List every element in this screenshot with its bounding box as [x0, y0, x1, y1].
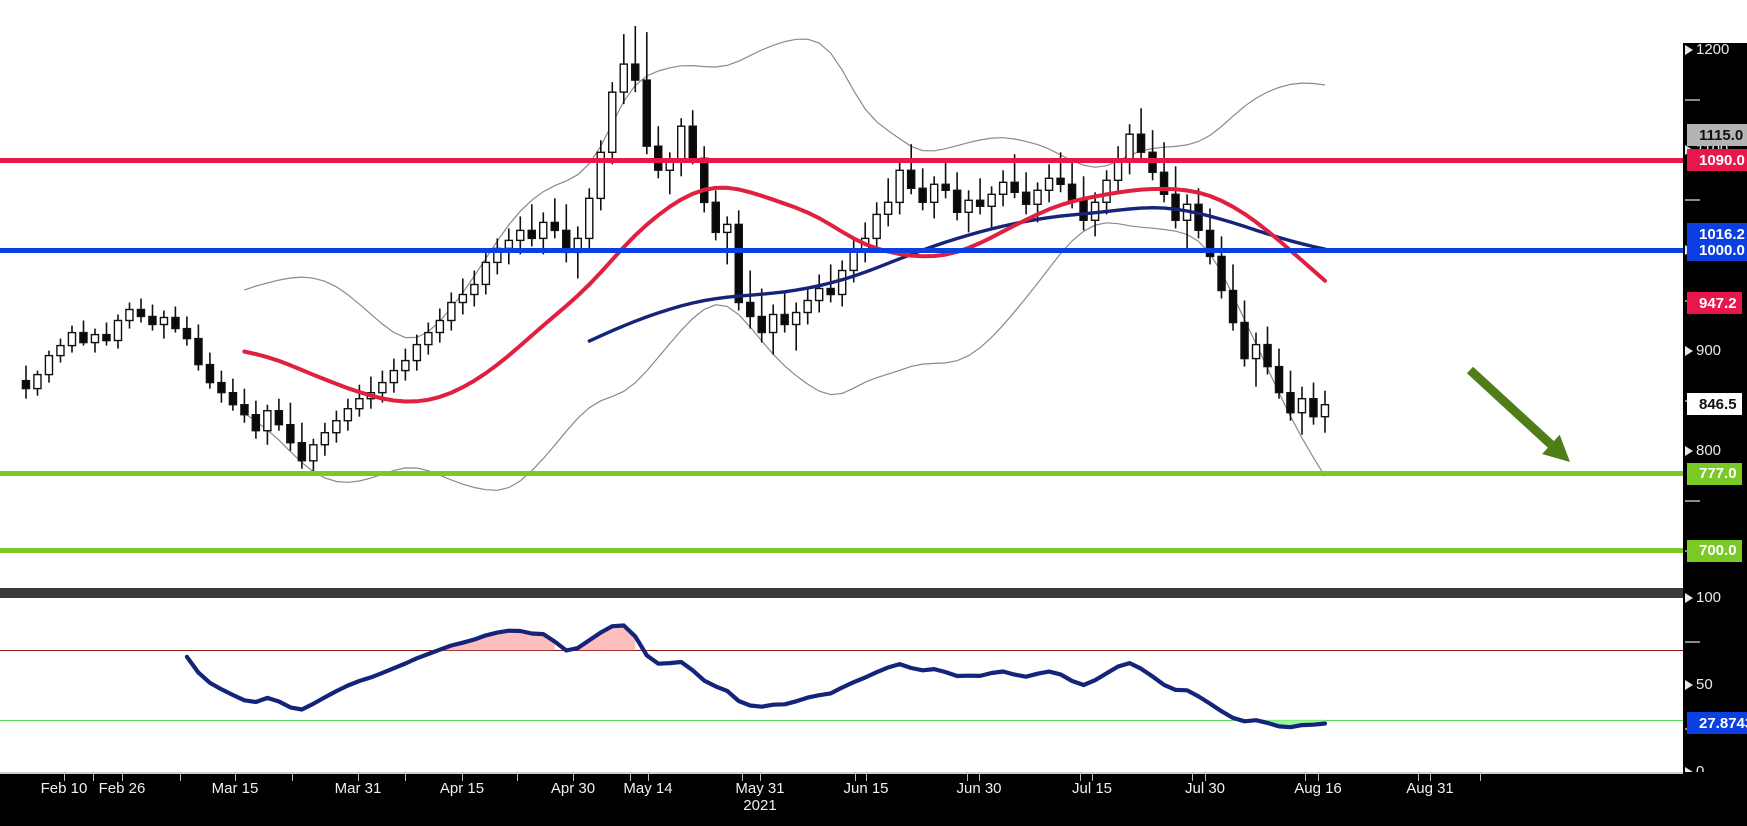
date-minor-tick	[180, 772, 181, 781]
date-tick	[1092, 772, 1093, 781]
date-tick	[1205, 772, 1206, 781]
tick-label: 800	[1696, 441, 1722, 459]
date-tick	[573, 772, 574, 781]
date-label-feb-26: Feb 26	[98, 780, 146, 797]
tick-arrow-icon	[1685, 445, 1693, 456]
date-label-mar-31: Mar 31	[334, 780, 382, 797]
date-tick	[1318, 772, 1319, 781]
date-minor-tick	[517, 772, 518, 781]
date-label-apr-15: Apr 15	[439, 780, 485, 797]
tick-arrow-icon	[1685, 640, 1700, 643]
date-axis-year: 2021	[743, 797, 777, 814]
date-tick	[235, 772, 236, 781]
date-label-may-14: May 14	[623, 780, 673, 797]
tick-arrow-icon	[1685, 680, 1693, 690]
date-label-aug-16: Aug 16	[1294, 780, 1342, 797]
rsi-oversold-line	[0, 719, 1683, 721]
bearish-arrow-annotation	[1466, 366, 1570, 462]
date-minor-tick	[1480, 772, 1481, 781]
price-flag-947[interactable]: 947.2	[1687, 292, 1742, 315]
target-line-777[interactable]	[0, 471, 1683, 477]
price-flag-846[interactable]: 846.5	[1687, 393, 1742, 416]
rsi-indicator-panel[interactable]	[0, 598, 1683, 772]
date-minor-tick	[967, 772, 968, 781]
date-minor-tick	[1192, 772, 1193, 781]
date-minor-tick	[1305, 772, 1306, 781]
date-tick	[648, 772, 649, 781]
date-axis[interactable]: Feb 10 Feb 26 Mar 15 Mar 31 Apr 15 Apr 30 May …	[0, 772, 1683, 826]
tick-arrow-icon	[1685, 199, 1700, 202]
date-label-may-31: May 31 2021	[735, 780, 785, 814]
date-tick	[979, 772, 980, 781]
date-minor-tick	[1418, 772, 1419, 781]
price-chart-panel[interactable]	[0, 0, 1683, 591]
rsi-value-flag[interactable]: 27.8743	[1687, 712, 1747, 735]
date-minor-tick	[855, 772, 856, 781]
panel-divider	[0, 588, 1683, 598]
date-label-feb-10: Feb 10	[40, 780, 88, 797]
tick-arrow-icon	[1685, 45, 1693, 56]
tick-label: 0	[1696, 763, 1704, 781]
date-label-jul-15: Jul 15	[1071, 780, 1113, 797]
date-label-jun-15: Jun 15	[843, 780, 889, 797]
date-tick	[462, 772, 463, 781]
candlestick-series	[21, 26, 1330, 475]
scale-bottom-padding	[1683, 772, 1747, 826]
date-tick	[760, 772, 761, 781]
tick-label: 1200	[1696, 41, 1730, 59]
date-tick	[122, 772, 123, 781]
date-label-jul-30: Jul 30	[1184, 780, 1226, 797]
date-minor-tick	[630, 772, 631, 781]
price-flag-1000[interactable]: 1000.0	[1687, 239, 1747, 262]
rsi-overbought-line	[0, 650, 1683, 652]
date-label-jun-30: Jun 30	[956, 780, 1002, 797]
price-scale-gutter[interactable]: 1200110010009008007001115.01090.01016.21…	[1683, 41, 1747, 780]
date-label-aug-31: Aug 31	[1406, 780, 1454, 797]
price-flag-1090[interactable]: 1090.0	[1687, 149, 1747, 172]
axis-rule	[0, 772, 1683, 774]
support-line-1000[interactable]	[0, 247, 1683, 253]
price-flag-700[interactable]: 700.0	[1687, 539, 1742, 562]
date-tick	[358, 772, 359, 781]
date-label-apr-30: Apr 30	[550, 780, 596, 797]
tick-arrow-icon	[1685, 499, 1700, 502]
target-line-700[interactable]	[0, 548, 1683, 554]
tick-label: 900	[1696, 341, 1722, 359]
scale-top-padding	[1683, 0, 1747, 43]
date-tick	[866, 772, 867, 781]
date-tick	[64, 772, 65, 781]
date-minor-tick	[93, 772, 94, 781]
moving-average-lines	[242, 185, 1327, 404]
tick-arrow-icon	[1685, 345, 1693, 356]
date-minor-tick	[292, 772, 293, 781]
date-tick	[1430, 772, 1431, 781]
tick-arrow-icon	[1685, 593, 1693, 603]
tick-label: 50	[1696, 676, 1713, 693]
date-minor-tick	[405, 772, 406, 781]
rsi-series	[184, 623, 1328, 730]
date-minor-tick	[1080, 772, 1081, 781]
date-minor-tick	[742, 772, 743, 781]
price-flag-777[interactable]: 777.0	[1687, 462, 1742, 485]
resistance-line-1090[interactable]	[0, 157, 1683, 163]
date-label-mar-15: Mar 15	[211, 780, 259, 797]
price-flag-1115[interactable]: 1115.0	[1687, 124, 1747, 147]
tick-arrow-icon	[1685, 99, 1700, 102]
tick-label: 100	[1696, 589, 1722, 606]
